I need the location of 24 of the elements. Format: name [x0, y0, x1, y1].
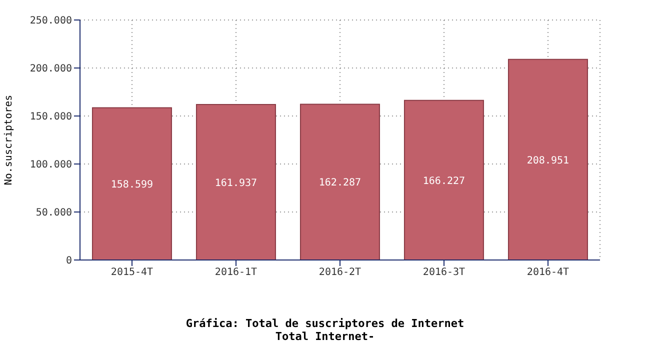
bar	[300, 104, 380, 260]
y-axis-title: No.suscriptores	[4, 94, 15, 186]
y-tick-label: 250.000	[30, 16, 72, 27]
data-label: 208.951	[526, 155, 570, 166]
text: Gráfica: Total de suscriptores de Internet	[184, 317, 466, 330]
x-tick-label: 2016-4T	[526, 267, 570, 278]
data-label: 166.227	[422, 176, 466, 187]
data-label: 158.599	[110, 179, 154, 190]
y-tick-label: 150.000	[30, 112, 72, 123]
x-tick-label: 2015-4T	[110, 267, 154, 278]
x-tick-label: 2016-2T	[318, 267, 362, 278]
y-tick-label: 100.000	[30, 160, 72, 171]
y-tick-label: 0	[66, 256, 72, 267]
text: Total Internet-	[274, 330, 376, 343]
x-tick-label: 2016-1T	[214, 267, 258, 278]
bar	[196, 104, 276, 260]
y-tick-label: 50.000	[36, 208, 72, 219]
bar	[508, 58, 588, 260]
x-tick-label: 2016-3T	[422, 267, 466, 278]
data-label: 162.287	[318, 178, 362, 189]
y-tick-label: 200.000	[30, 64, 72, 75]
bar	[404, 100, 484, 260]
bar	[92, 107, 172, 260]
data-label: 161.937	[214, 178, 258, 189]
